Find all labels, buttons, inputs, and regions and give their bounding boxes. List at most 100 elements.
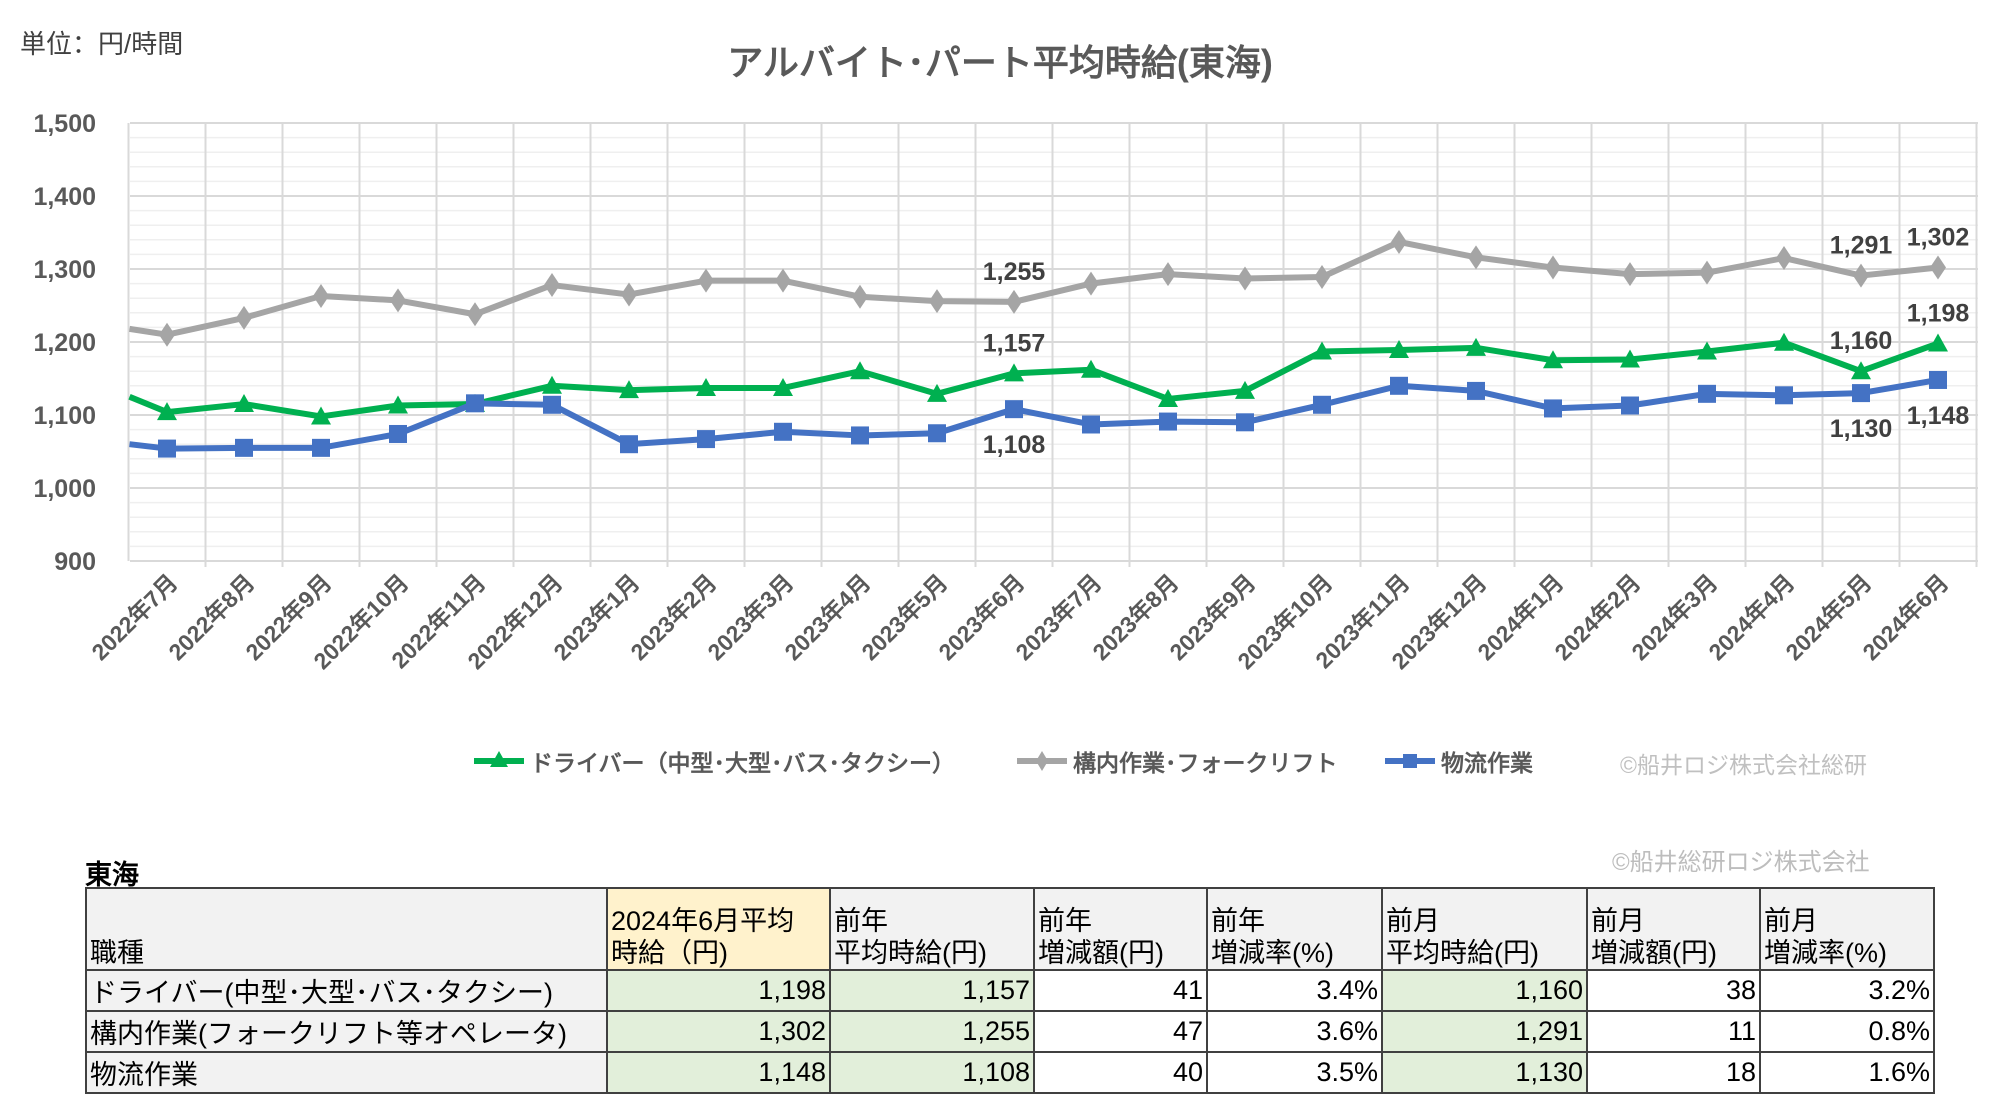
cell-prev-month-diff: 18	[1586, 1051, 1761, 1094]
square-marker	[1236, 413, 1254, 432]
header-prev-year-rate: 前年 増減率(%)	[1206, 887, 1383, 971]
cell-prev-year-diff: 40	[1033, 1051, 1208, 1094]
diamond-marker	[852, 284, 868, 309]
legend-copyright: ©船井ロジ株式会社総研	[1620, 752, 1867, 778]
cell-current: 1,148	[606, 1051, 831, 1094]
square-marker	[466, 394, 484, 413]
triangle-marker	[1235, 380, 1255, 399]
legend-square-icon	[1385, 754, 1435, 768]
square-marker	[1313, 395, 1331, 414]
legend-label: 物流作業	[1441, 750, 1533, 776]
square-marker	[620, 435, 638, 454]
cell-prev-month-diff: 38	[1586, 969, 1761, 1012]
triangle-marker	[157, 402, 177, 421]
diamond-marker	[1391, 229, 1407, 254]
square-marker	[1005, 400, 1023, 419]
cell-prev-year-rate: 3.4%	[1206, 969, 1383, 1012]
diamond-marker	[1237, 266, 1253, 291]
square-marker	[1621, 396, 1639, 415]
table-row: 構内作業(フォークリフト等オペレータ) 1,302 1,255 47 3.6% …	[85, 1010, 1935, 1053]
triangle-marker	[1389, 340, 1409, 359]
data-label: 1,198	[1907, 299, 1970, 327]
square-marker	[1852, 384, 1870, 403]
chart-title: アルバイト･パート平均時給(東海)	[727, 42, 1273, 83]
wage-table: 職種 2024年6月平均 時給（円) 前年 平均時給(円) 前年 増減額(円) 前年増…	[85, 887, 1935, 1094]
data-label: 1,291	[1830, 232, 1893, 260]
diamond-marker	[1853, 263, 1869, 288]
square-marker	[851, 426, 869, 445]
cell-prev-year-diff: 47	[1033, 1010, 1208, 1053]
diamond-marker	[1006, 289, 1022, 314]
unit-label: 単位：円/時間	[20, 29, 184, 59]
cell-prev-year-diff: 41	[1033, 969, 1208, 1012]
legend-label: 構内作業･フォークリフト	[1073, 750, 1338, 776]
triangle-marker	[1851, 361, 1871, 380]
header-prev-year-wage: 前年 平均時給(円)	[829, 887, 1035, 971]
square-marker	[543, 395, 561, 414]
y-tick-label: 1,400	[33, 183, 96, 211]
legend-item-forklift: 構内作業･フォークリフト	[1015, 746, 1338, 776]
square-marker	[389, 424, 407, 443]
data-label: 1,157	[983, 329, 1046, 357]
cell-prev-year-rate: 3.5%	[1206, 1051, 1383, 1094]
cell-job: ドライバー(中型･大型･バス･タクシー)	[85, 969, 608, 1012]
cell-prev-month-wage: 1,130	[1381, 1051, 1588, 1094]
y-tick-label: 900	[54, 548, 96, 576]
y-tick-label: 1,200	[33, 329, 96, 357]
series-line-1	[129, 238, 1939, 338]
triangle-marker	[1004, 363, 1024, 382]
cell-current: 1,198	[606, 969, 831, 1012]
cell-prev-year-rate: 3.6%	[1206, 1010, 1383, 1053]
data-label: 1,130	[1830, 415, 1893, 443]
legend-item-driver: ドライバー（中型･大型･バス･タクシー）	[472, 746, 955, 776]
cell-job: 構内作業(フォークリフト等オペレータ)	[85, 1010, 608, 1053]
data-label: 1,148	[1907, 402, 1970, 430]
triangle-marker	[1697, 341, 1717, 360]
triangle-marker	[542, 375, 562, 394]
line-chart: 9001,0001,1001,2001,3001,4001,5002022年7月…	[33, 110, 1978, 674]
triangle-marker	[850, 361, 870, 380]
square-marker	[1159, 412, 1177, 431]
triangle-marker	[1158, 388, 1178, 407]
square-marker	[235, 438, 253, 457]
cell-prev-year-wage: 1,108	[829, 1051, 1035, 1094]
diamond-marker	[1468, 245, 1484, 270]
legend-diamond-icon	[1017, 751, 1067, 771]
triangle-marker	[1928, 333, 1948, 352]
triangle-marker	[388, 395, 408, 414]
diamond-marker	[1545, 255, 1561, 280]
header-prev-month-wage: 前月 平均時給(円)	[1381, 887, 1588, 971]
square-marker	[1390, 376, 1408, 395]
diamond-marker	[698, 268, 714, 293]
legend-label: ドライバー（中型･大型･バス･タクシー）	[530, 750, 956, 776]
table-row: 物流作業 1,148 1,108 40 3.5% 1,130 18 1.6%	[85, 1051, 1935, 1094]
square-marker	[312, 438, 330, 457]
table-row: ドライバー(中型･大型･バス･タクシー) 1,198 1,157 41 3.4%…	[85, 969, 1935, 1012]
diamond-marker	[621, 282, 637, 307]
y-tick-label: 1,500	[33, 110, 96, 138]
triangle-marker	[1543, 350, 1563, 369]
triangle-marker	[1466, 337, 1486, 356]
triangle-marker	[773, 377, 793, 396]
cell-prev-year-wage: 1,157	[829, 969, 1035, 1012]
data-label: 1,255	[983, 258, 1046, 286]
data-label: 1,160	[1830, 327, 1893, 355]
square-marker	[1929, 370, 1947, 389]
triangle-marker	[311, 406, 331, 425]
triangle-marker	[927, 383, 947, 402]
diamond-marker	[929, 289, 945, 314]
diamond-marker	[1930, 255, 1946, 280]
diamond-marker	[775, 268, 791, 293]
table-header-row: 職種 2024年6月平均 時給（円) 前年 平均時給(円) 前年 増減額(円) 前年増…	[85, 887, 1935, 971]
triangle-marker	[696, 377, 716, 396]
square-marker	[1698, 384, 1716, 403]
diamond-marker	[1776, 246, 1792, 271]
triangle-marker	[619, 380, 639, 399]
y-tick-label: 1,000	[33, 475, 96, 503]
diamond-marker	[1622, 262, 1638, 287]
cell-prev-month-rate: 3.2%	[1759, 969, 1935, 1012]
diamond-marker	[313, 284, 329, 309]
triangle-marker	[1774, 332, 1794, 351]
y-tick-label: 1,100	[33, 402, 96, 430]
diamond-marker	[1314, 265, 1330, 290]
